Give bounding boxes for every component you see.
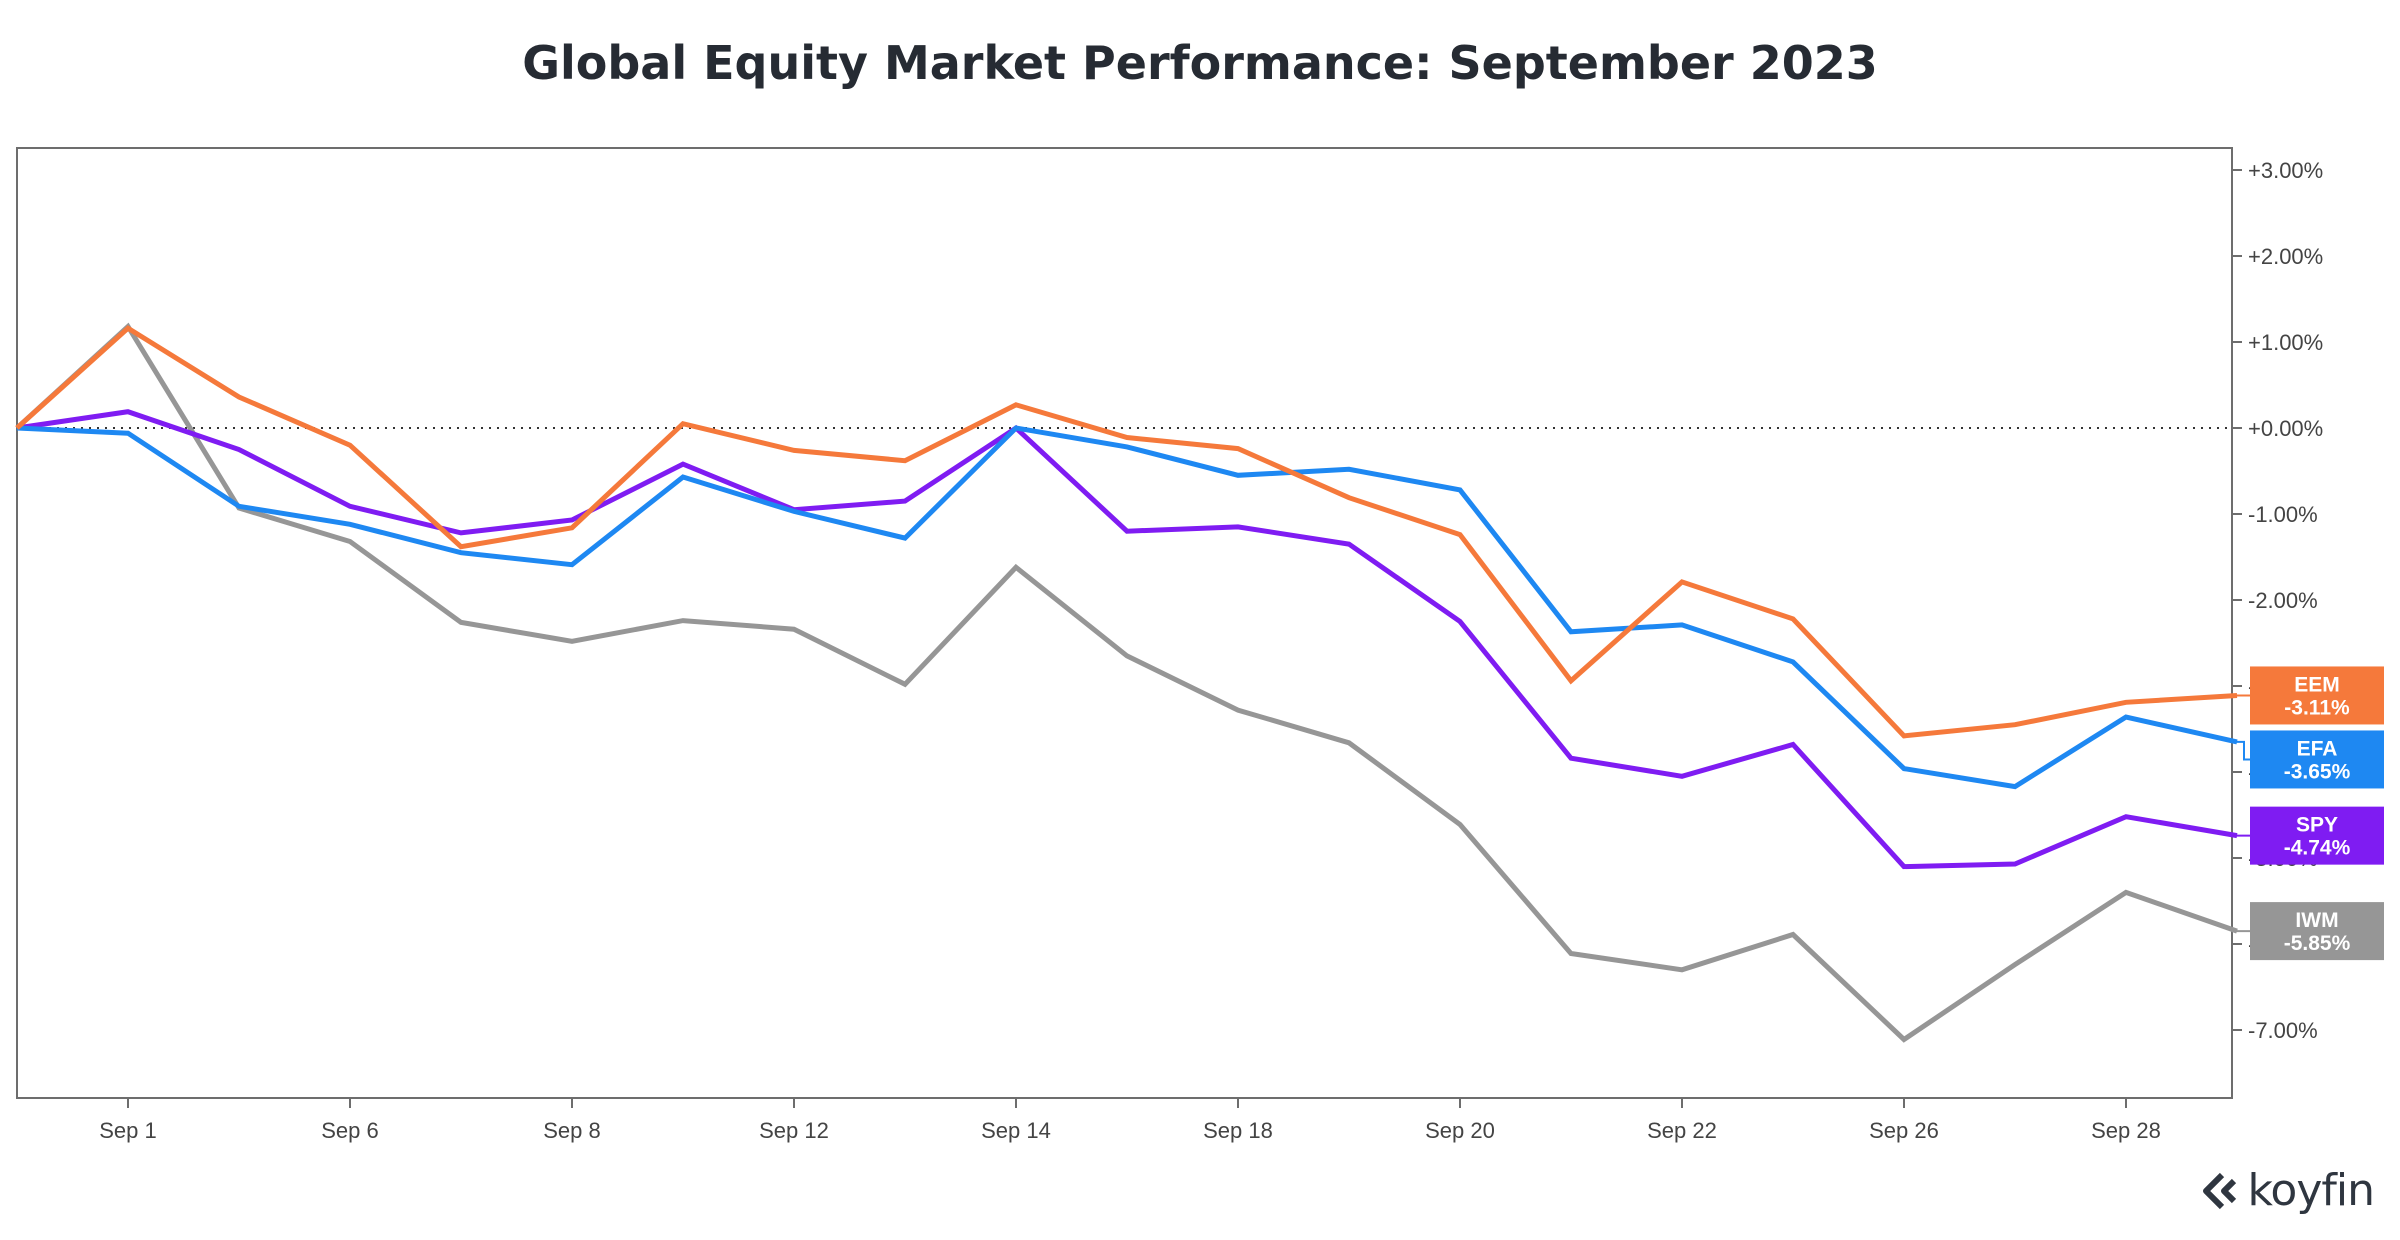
label-name-iwm: IWM	[2295, 909, 2338, 932]
x-tick-label: Sep 20	[1425, 1118, 1495, 1143]
x-tick-label: Sep 12	[759, 1118, 829, 1143]
koyfin-chevron-icon	[2202, 1172, 2236, 1209]
label-connector-efa	[2232, 740, 2250, 761]
label-value-eem: -3.11%	[2284, 696, 2350, 719]
series-line-iwm	[15, 322, 2238, 1043]
label-value-iwm: -5.85%	[2284, 932, 2351, 955]
plot-frame	[16, 147, 2233, 1099]
label-box-efa	[2250, 730, 2384, 789]
label-box-iwm	[2250, 902, 2384, 961]
x-tick-label: Sep 22	[1647, 1118, 1717, 1143]
series-line-efa	[16, 425, 2238, 790]
x-tick-label: Sep 1	[99, 1118, 157, 1143]
x-tick-label: Sep 26	[1869, 1118, 1939, 1143]
y-tick-label: -1.00%	[2248, 502, 2318, 527]
label-name-eem: EEM	[2294, 673, 2340, 696]
series-line-eem	[15, 325, 2238, 739]
label-value-efa: -3.65%	[2284, 760, 2351, 783]
series-line-spy	[16, 409, 2238, 870]
x-tick-label: Sep 18	[1203, 1118, 1273, 1143]
y-tick-label: +1.00%	[2248, 330, 2323, 355]
y-tick-label: +0.00%	[2248, 416, 2323, 441]
chart-title: Global Equity Market Performance: Septem…	[522, 36, 1878, 90]
x-tick-label: Sep 8	[543, 1118, 601, 1143]
label-box-spy	[2250, 806, 2384, 865]
koyfin-logo: koyfin	[2200, 1165, 2375, 1216]
x-tick-label: Sep 14	[981, 1118, 1051, 1143]
brand-text: koyfin	[2247, 1165, 2375, 1216]
y-tick-label: +3.00%	[2248, 158, 2323, 183]
label-name-efa: EFA	[2297, 737, 2338, 760]
y-tick-label: -2.00%	[2248, 588, 2318, 613]
y-tick-label: -7.00%	[2248, 1018, 2318, 1043]
x-tick-label: Sep 6	[321, 1118, 379, 1143]
label-box-eem	[2250, 666, 2384, 725]
y-tick-label: +2.00%	[2248, 244, 2323, 269]
label-name-spy: SPY	[2296, 814, 2338, 837]
label-value-spy: -4.74%	[2284, 837, 2351, 860]
x-tick-label: Sep 28	[2091, 1118, 2161, 1143]
